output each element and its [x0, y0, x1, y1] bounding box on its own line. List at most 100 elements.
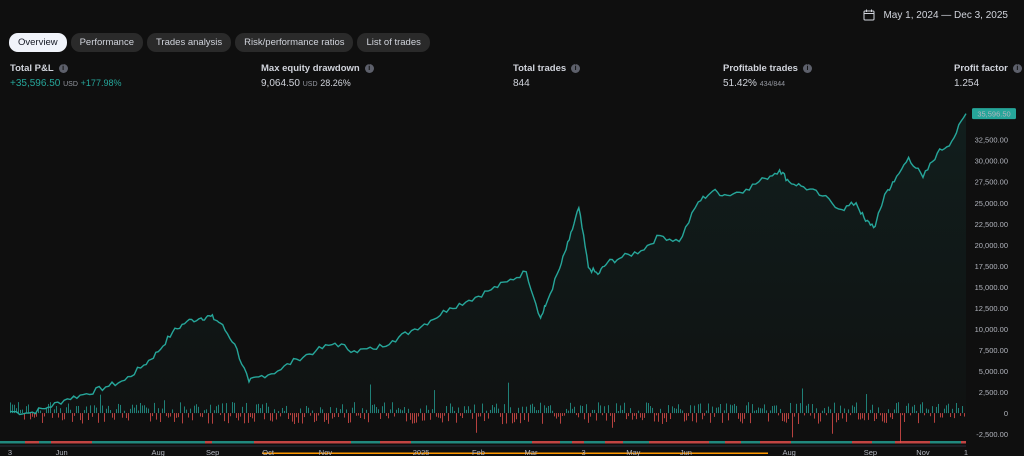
tab-overview[interactable]: Overview	[9, 33, 67, 52]
pnl-bar	[588, 413, 589, 423]
pnl-bar	[858, 413, 859, 420]
stat-unit: USD	[63, 81, 78, 88]
pnl-bar	[112, 413, 113, 418]
pnl-bar	[228, 413, 229, 424]
pnl-bar	[954, 413, 955, 419]
trade-strip-segment	[532, 441, 560, 444]
pnl-bar	[860, 413, 861, 420]
trade-strip-segment	[584, 441, 605, 444]
info-icon[interactable]: i	[364, 64, 374, 73]
pnl-bar	[412, 413, 413, 424]
x-tick-label: Jun	[680, 448, 692, 456]
trade-strip-segment	[320, 441, 351, 444]
pnl-bar	[422, 413, 423, 421]
pnl-bar	[612, 413, 613, 428]
pnl-bar	[238, 413, 239, 421]
pnl-bar	[826, 413, 827, 416]
pnl-bar	[150, 413, 151, 422]
pnl-bar	[32, 413, 33, 417]
pnl-bar	[230, 413, 231, 417]
x-tick-label: Jun	[56, 448, 68, 456]
info-icon[interactable]: i	[1012, 64, 1022, 73]
pnl-bar	[302, 413, 303, 424]
pnl-bar	[602, 413, 603, 416]
trade-strip-segment	[709, 441, 725, 444]
stat-value: 9,064.50	[261, 78, 300, 89]
pnl-bar	[12, 404, 13, 414]
pnl-bar	[244, 413, 245, 424]
pnl-bar	[296, 413, 297, 418]
pnl-bar	[280, 413, 281, 417]
pnl-bar	[326, 413, 327, 420]
info-icon[interactable]: i	[58, 64, 68, 73]
info-icon[interactable]: i	[802, 64, 812, 73]
date-range-picker[interactable]: May 1, 2024 — Dec 3, 2025	[863, 9, 1008, 21]
pnl-bar	[664, 413, 665, 419]
pnl-bar	[590, 413, 591, 417]
pnl-bar	[838, 413, 839, 421]
trade-strip-segment	[39, 441, 51, 444]
pnl-bar	[10, 402, 11, 414]
pnl-bar	[270, 413, 271, 421]
pnl-bar	[166, 413, 167, 417]
pnl-bar	[556, 413, 557, 419]
pnl-bar	[92, 413, 93, 417]
pnl-bar	[502, 413, 503, 425]
pnl-bar	[506, 413, 507, 424]
tab-risk-performance-ratios[interactable]: Risk/performance ratios	[235, 33, 354, 52]
pnl-bar	[488, 413, 489, 419]
pnl-bar	[72, 413, 73, 422]
stat-sub: 28.26%	[320, 78, 351, 88]
pnl-bar	[626, 413, 627, 420]
last-value-badge: 35,596.50	[972, 108, 1016, 120]
pnl-bar	[744, 413, 745, 419]
pnl-bar	[424, 413, 425, 421]
pnl-bar	[52, 413, 53, 418]
trade-strip-segment	[560, 441, 572, 444]
pnl-bar	[310, 413, 311, 416]
pnl-bar	[924, 413, 925, 416]
summary-stats: Total P&L i +35,596.50 USD +177.98% Max e…	[0, 63, 1024, 93]
trade-strip-segment	[872, 441, 895, 444]
pnl-bar	[688, 413, 689, 416]
y-tick-label: 22,500.00	[975, 220, 1008, 229]
trade-strip-segment	[741, 441, 760, 444]
pnl-bar	[62, 413, 63, 421]
pnl-bar	[934, 413, 935, 423]
x-tick-label: Nov	[319, 448, 333, 456]
trade-strip-segment	[572, 441, 584, 444]
stat-value: +35,596.50	[10, 78, 61, 89]
pnl-bar	[750, 413, 751, 424]
pnl-bar	[418, 413, 419, 417]
pnl-bar	[34, 413, 35, 418]
pnl-bar	[294, 413, 295, 425]
pnl-bar	[430, 413, 431, 420]
tab-list-of-trades[interactable]: List of trades	[357, 33, 430, 52]
pnl-bar	[880, 413, 881, 416]
pnl-bar	[368, 413, 369, 423]
pnl-bar	[662, 413, 663, 424]
pnl-bar	[438, 413, 439, 418]
pnl-bar	[842, 413, 843, 419]
tab-trades-analysis[interactable]: Trades analysis	[146, 33, 232, 52]
trade-strip-segment	[183, 441, 196, 444]
pnl-bar	[126, 413, 127, 419]
info-icon[interactable]: i	[571, 64, 581, 73]
equity-chart[interactable]: -2,500.00 0 2,500.00 5,000.00 7,500.00 10,000…	[0, 100, 1024, 456]
pnl-bar	[902, 413, 903, 416]
pnl-bar	[738, 413, 739, 419]
pnl-bar	[36, 413, 37, 417]
pnl-bar	[792, 413, 793, 438]
pnl-bar	[178, 413, 179, 418]
x-tick-label: 2025	[413, 448, 430, 456]
pnl-bar	[930, 413, 931, 417]
pnl-bar	[318, 413, 319, 416]
pnl-bar	[942, 413, 943, 418]
tab-performance[interactable]: Performance	[70, 33, 143, 52]
pnl-bar	[558, 413, 559, 417]
stat-label: Total P&L	[10, 63, 54, 74]
y-axis: -2,500.00 0 2,500.00 5,000.00 7,500.00 10,000…	[975, 136, 1008, 439]
pnl-bar	[882, 413, 883, 422]
y-tick-label: 20,000.00	[975, 241, 1008, 250]
x-tick-label: Sep	[206, 448, 219, 456]
